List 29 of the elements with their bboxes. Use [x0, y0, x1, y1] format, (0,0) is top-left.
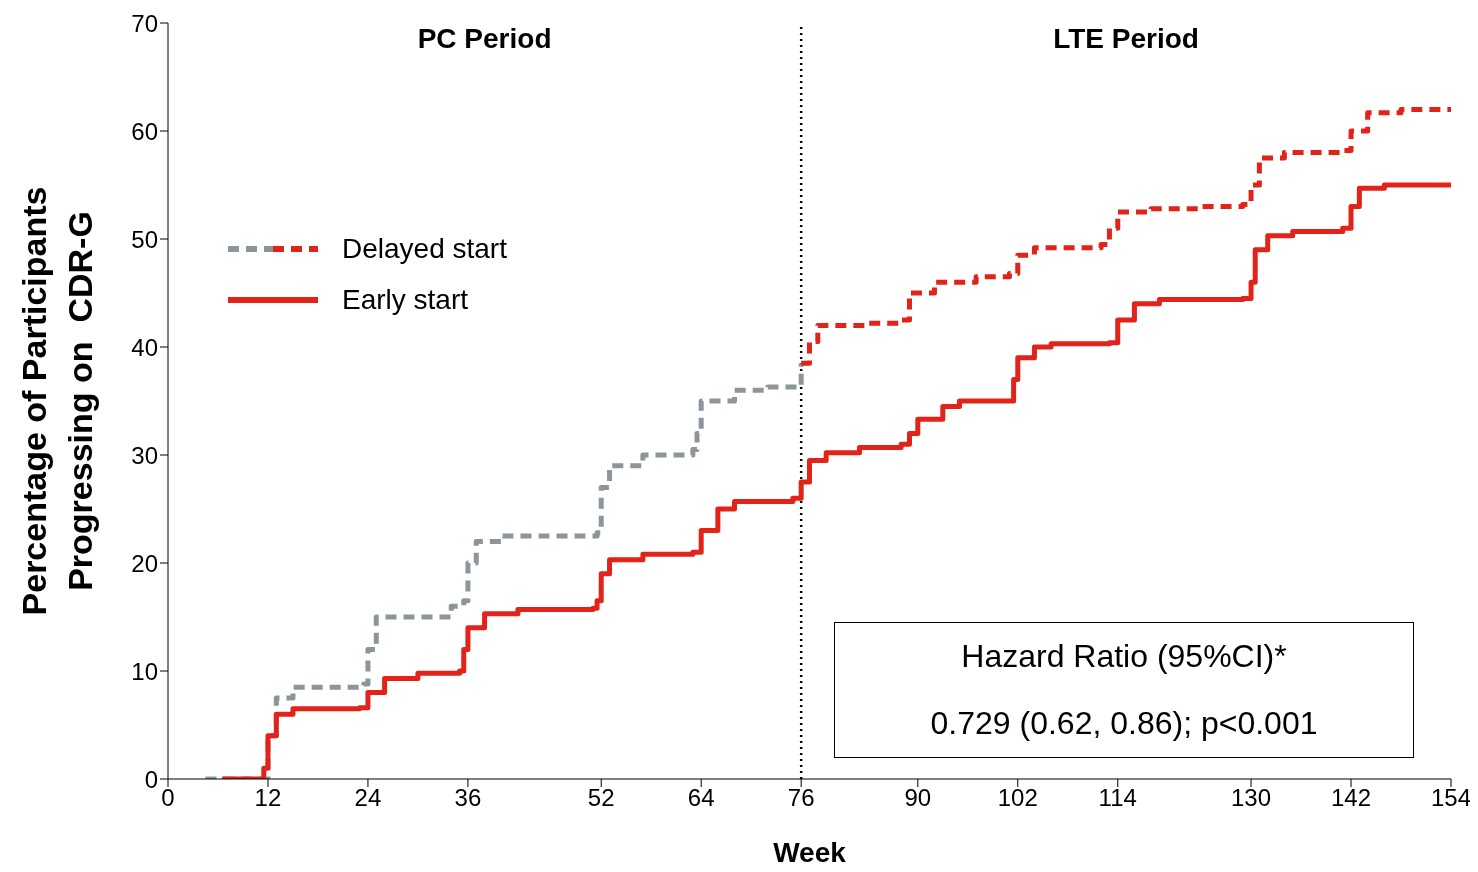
annotation: Hazard Ratio (95%CI)* [961, 638, 1287, 675]
x-tick-label: 90 [904, 784, 932, 812]
y-tick-label: 10 [131, 657, 158, 685]
legend-label: Delayed start [342, 232, 507, 265]
y-tick-label: 70 [131, 9, 158, 37]
x-tick-label: 154 [1430, 784, 1472, 812]
y-tick-label: 50 [131, 225, 158, 253]
x-tick-label: 114 [1098, 784, 1137, 812]
y-axis-title: Percentage of Participants Progressing on CDR-G [14, 186, 100, 616]
annotation: 0.729 (0.62, 0.86); p<0.001 [930, 705, 1318, 742]
x-tick-label: 142 [1331, 784, 1372, 812]
y-tick-label: 0 [144, 765, 158, 793]
annotation: PC Period [416, 23, 553, 55]
x-tick-label: 64 [687, 784, 715, 812]
x-tick-label: 76 [787, 784, 815, 812]
x-tick-label: 36 [454, 784, 482, 812]
x-tick-label: 12 [254, 784, 282, 812]
x-tick-label: 102 [997, 784, 1038, 812]
x-tick-label: 24 [354, 784, 382, 812]
x-tick-label: 0 [161, 784, 175, 812]
y-tick-label: 60 [131, 117, 158, 145]
y-tick-label: 30 [131, 441, 158, 469]
x-tick-label: 130 [1231, 784, 1272, 812]
y-tick-label: 20 [131, 549, 158, 577]
x-tick-label: 52 [587, 784, 615, 812]
x-axis-title: Week [773, 837, 847, 868]
legend-label: Early start [342, 283, 469, 316]
annotation: LTE Period [1052, 23, 1200, 55]
y-tick-label: 40 [131, 333, 158, 361]
